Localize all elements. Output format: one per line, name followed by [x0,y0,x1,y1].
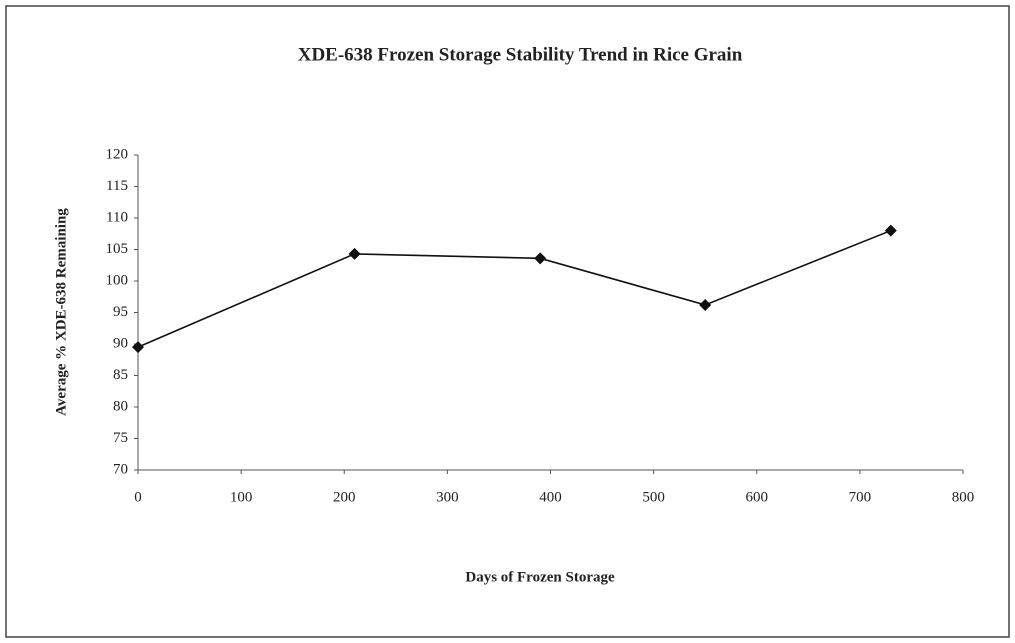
y-tick-label: 90 [113,335,128,351]
chart-title: XDE-638 Frozen Storage Stability Trend i… [298,44,743,65]
data-point [884,224,897,237]
x-tick-label: 100 [230,489,253,505]
x-tick-label: 700 [849,489,872,505]
x-tick-label: 600 [746,489,769,505]
data-line [137,229,892,348]
y-tick-label: 85 [113,367,128,383]
y-axis-label: Average % XDE-638 Remaining [53,208,69,416]
y-tick-label: 120 [106,146,129,162]
x-tick-label: 400 [539,489,562,505]
y-tick-label: 70 [113,461,128,477]
y-tick-label: 115 [106,178,128,194]
x-tick-label: 200 [333,489,356,505]
y-tick-label: 110 [106,209,128,225]
y-tick-label: 105 [106,241,129,257]
x-tick-label: 800 [952,489,975,505]
data-point [699,298,712,311]
x-axis-label: Days of Frozen Storage [465,569,615,585]
y-tick-label: 100 [106,272,129,288]
chart-frame [5,5,1010,638]
data-point [132,341,144,354]
y-tick-label: 95 [113,304,128,320]
y-tick-label: 80 [113,398,128,414]
x-tick-label: 500 [642,489,665,505]
x-tick-label: 0 [134,489,142,505]
data-point [534,252,547,265]
x-tick-label: 300 [436,489,459,505]
data-point [348,247,361,260]
y-tick-label: 75 [113,430,128,446]
